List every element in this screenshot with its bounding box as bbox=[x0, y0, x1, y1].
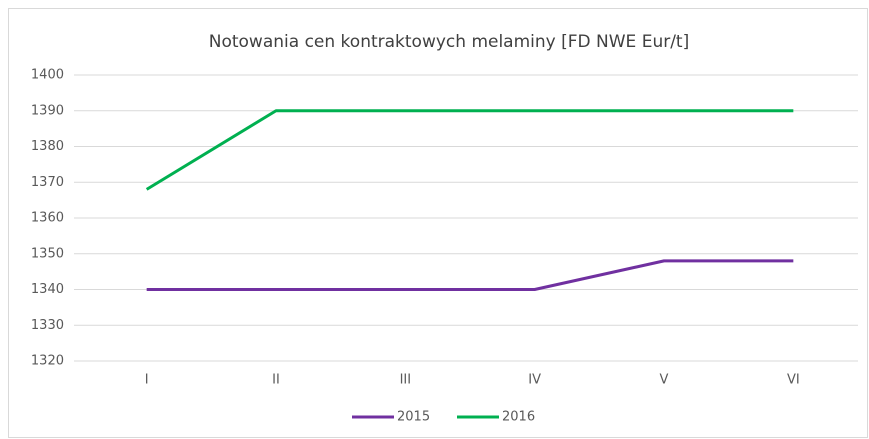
chart-border bbox=[8, 8, 868, 438]
y-tick-label: 1370 bbox=[31, 175, 64, 190]
y-tick-label: 1380 bbox=[31, 139, 64, 154]
x-tick-label: V bbox=[660, 373, 669, 388]
y-tick-label: 1360 bbox=[31, 211, 64, 226]
series-line bbox=[145, 109, 794, 191]
x-tick-label: IV bbox=[528, 373, 541, 388]
y-tick-label: 1390 bbox=[31, 103, 64, 118]
series-line bbox=[146, 259, 794, 291]
y-tick-label: 1400 bbox=[31, 68, 64, 83]
chart-title: Notowania cen kontraktowych melaminy [FD… bbox=[209, 32, 689, 52]
legend-label: 2016 bbox=[502, 410, 535, 425]
x-tick-label: VI bbox=[787, 373, 800, 388]
x-tick-label: III bbox=[400, 373, 412, 388]
y-tick-label: 1320 bbox=[31, 354, 64, 369]
y-tick-label: 1350 bbox=[31, 246, 64, 261]
y-tick-label: 1330 bbox=[31, 318, 64, 333]
x-tick-label: I bbox=[145, 373, 149, 388]
legend-label: 2015 bbox=[397, 410, 430, 425]
y-tick-label: 1340 bbox=[31, 282, 64, 297]
x-tick-label: II bbox=[272, 373, 280, 388]
